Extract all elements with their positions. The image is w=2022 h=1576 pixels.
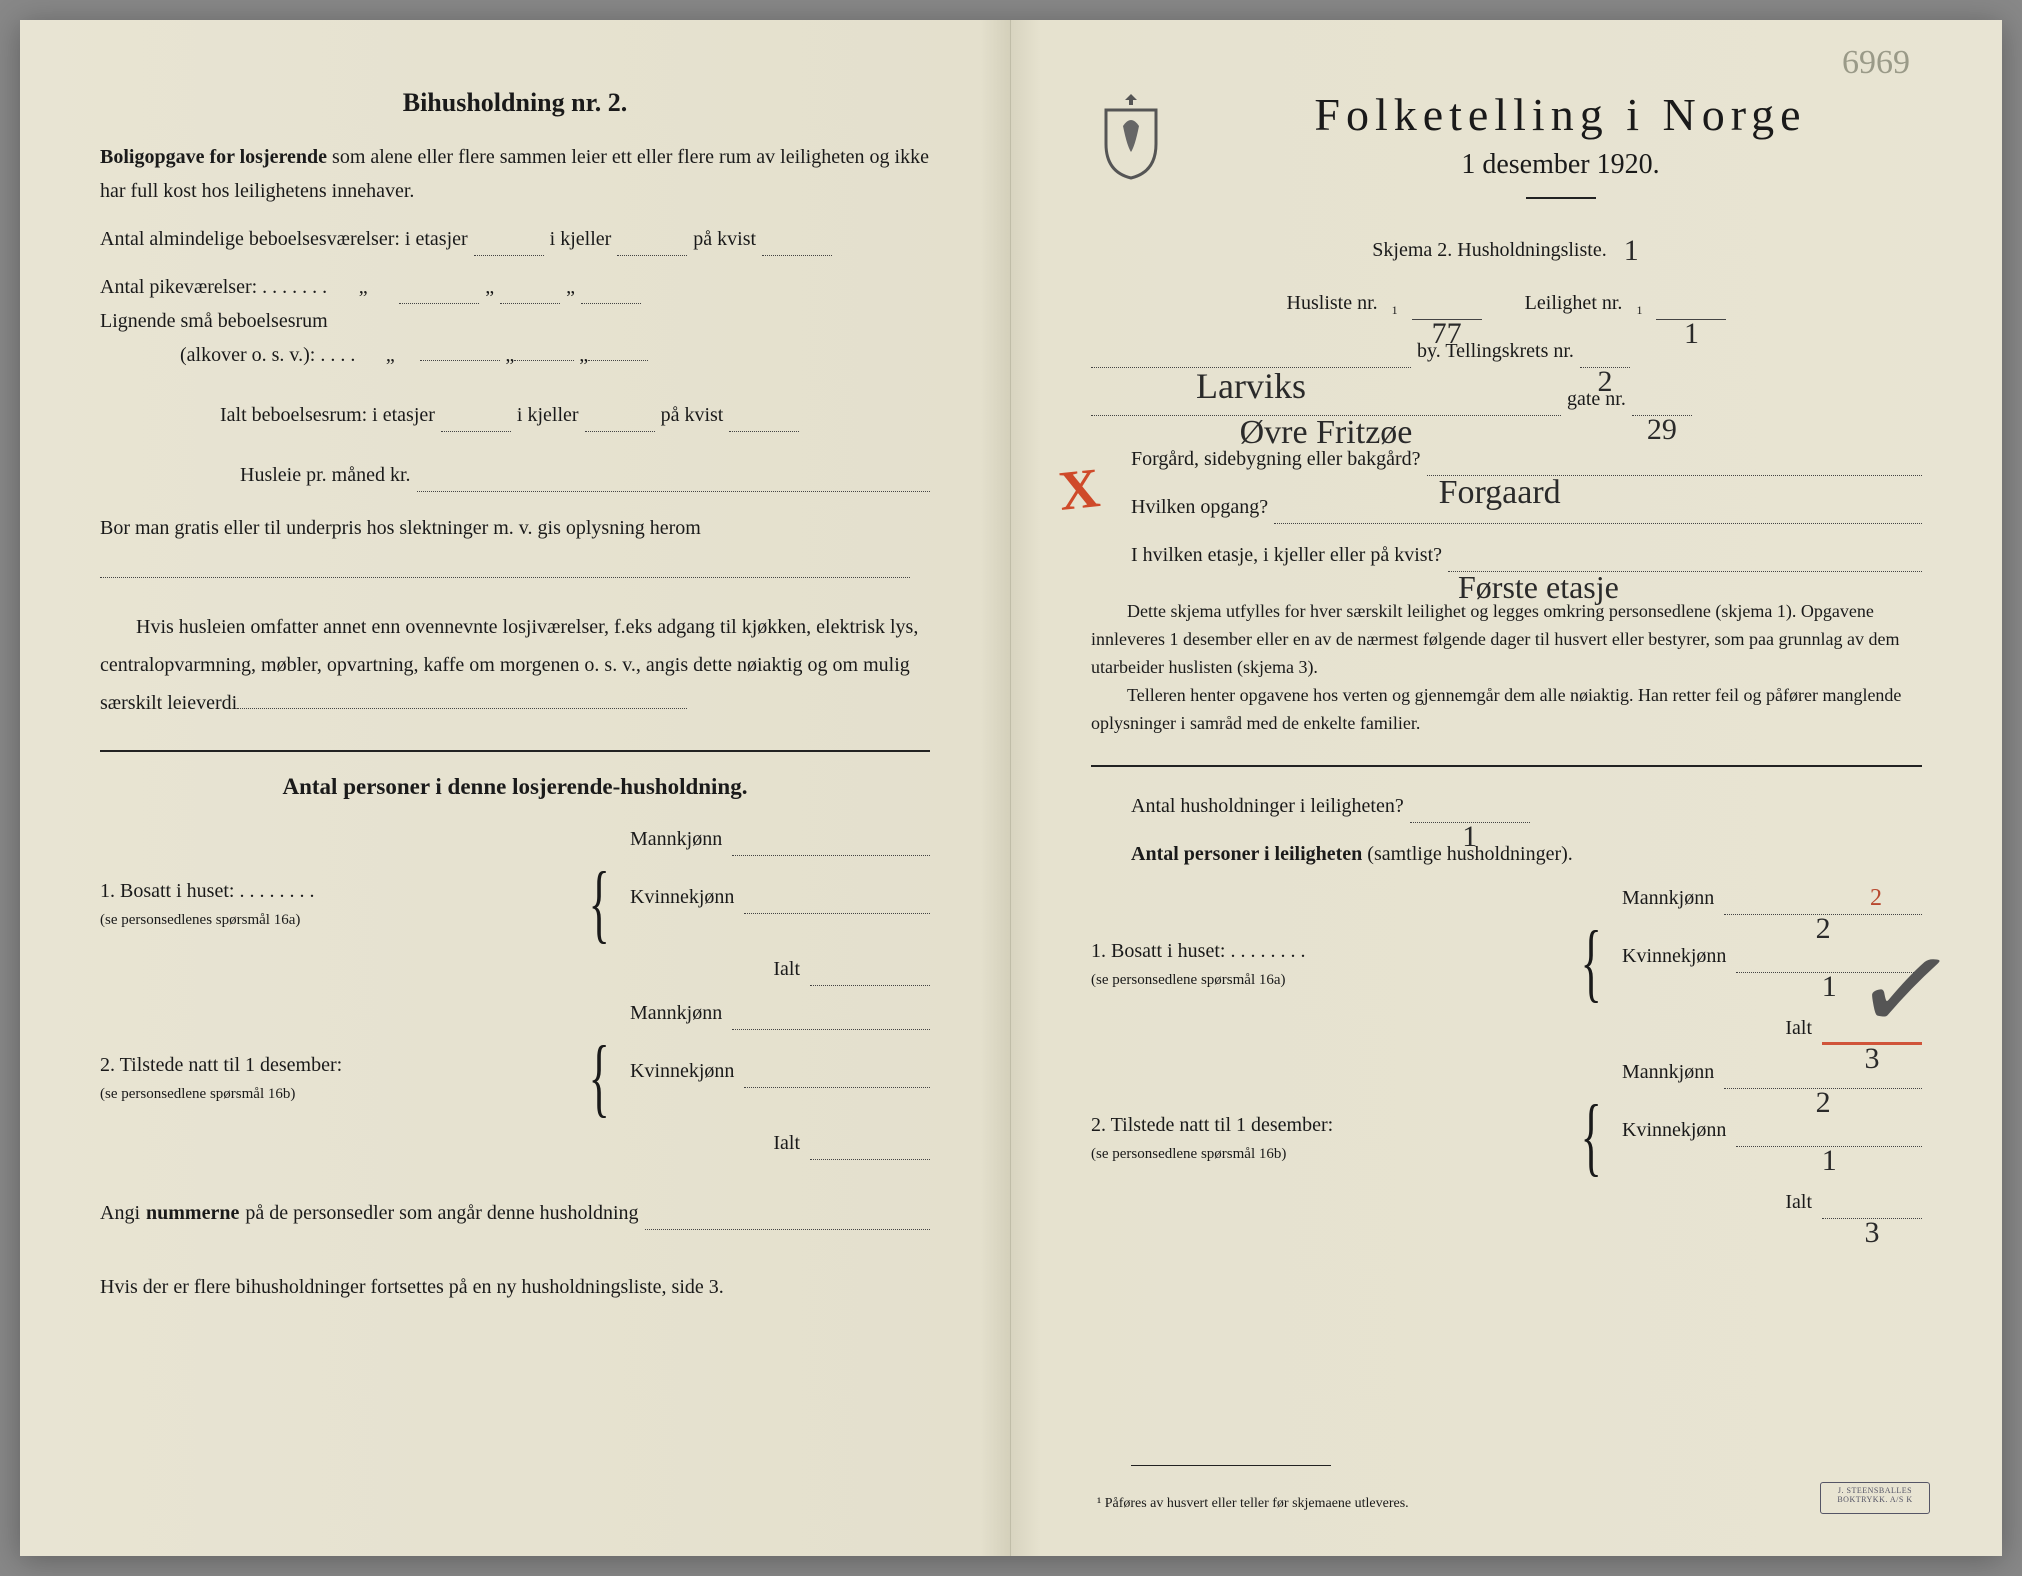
row-husleie: Husleie pr. måned kr. (240, 458, 930, 492)
row-nummerne: Angi nummerne på de personsedler som ang… (100, 1196, 930, 1230)
footnote: ¹ Påføres av husvert eller teller før sk… (1097, 1496, 1409, 1512)
census-form: Bihusholdning nr. 2. Boligopgave for los… (20, 20, 2002, 1556)
instructions-2: Telleren henter opgavene hos verten og g… (1091, 682, 1922, 738)
printer-stamp: J. STEENSBALLESBOKTRYKK. A/S K (1820, 1482, 1930, 1514)
brace-b1: 1. Bosatt i huset: . . . . . . . . (se p… (1091, 881, 1922, 1045)
row-antal-hush: Antal husholdninger i leiligheten? 1 (1131, 789, 1922, 823)
row-antal-pers: Antal personer i leiligheten (samtlige h… (1131, 837, 1922, 871)
left-p2: Hvis husleien omfatter annet enn ovennev… (100, 608, 930, 722)
main-title: Folketelling i Norge (1199, 88, 1922, 141)
row-rooms: Antal almindelige beboelsesværelser: i e… (100, 222, 930, 256)
row-gratis: Bor man gratis eller til underpris hos s… (100, 506, 930, 594)
left-page: Bihusholdning nr. 2. Boligopgave for los… (20, 20, 1011, 1556)
red-overwrite: 2 (1868, 885, 1884, 1071)
check-mark: ✓ (1846, 915, 1965, 1067)
row-alkover: Lignende små beboelsesrum (alkover o. s.… (100, 304, 930, 372)
row-by: Larviks by. Tellingskrets nr. 2 (1091, 334, 1922, 368)
header: Folketelling i Norge 1 desember 1920. (1091, 88, 1922, 221)
red-x-mark: X (1056, 456, 1103, 524)
instructions-1: Dette skjema utfylles for hver særskilt … (1091, 598, 1922, 682)
left-heading: Bihusholdning nr. 2. (100, 88, 930, 118)
left-p1: Boligopgave for losjerende som alene ell… (100, 140, 930, 208)
pencil-number: 6969 (1840, 44, 1912, 82)
brace-q2: 2. Tilstede natt til 1 desember: (se per… (100, 996, 930, 1160)
brace-b2: 2. Tilstede natt til 1 desember: (se per… (1091, 1055, 1922, 1219)
coat-of-arms-icon (1091, 88, 1171, 183)
left-heading2: Antal personer i denne losjerende-hushol… (100, 774, 930, 800)
row-skjema: Skjema 2. Husholdningsliste. 1 (1091, 221, 1922, 272)
right-page: 6969 Folketelling i Norge 1 desember 192… (1011, 20, 2002, 1556)
subtitle: 1 desember 1920. (1199, 149, 1922, 181)
row-husliste: Husliste nr.1 77 Leilighet nr.1 1 (1091, 286, 1922, 320)
row-pike: Antal pikeværelser: . . . . . . . „ „ „ (100, 270, 930, 304)
brace-q1: 1. Bosatt i huset: . . . . . . . . (se p… (100, 822, 930, 986)
row-etasje: I hvilken etasje, i kjeller eller på kvi… (1131, 538, 1922, 572)
left-footer: Hvis der er flere bihusholdninger fortse… (100, 1270, 930, 1304)
row-ialt-rooms: Ialt beboelsesrum: i etasjer i kjeller p… (220, 398, 930, 432)
